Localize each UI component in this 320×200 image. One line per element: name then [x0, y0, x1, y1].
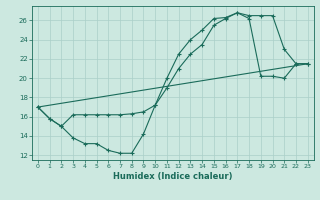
X-axis label: Humidex (Indice chaleur): Humidex (Indice chaleur) — [113, 172, 233, 181]
